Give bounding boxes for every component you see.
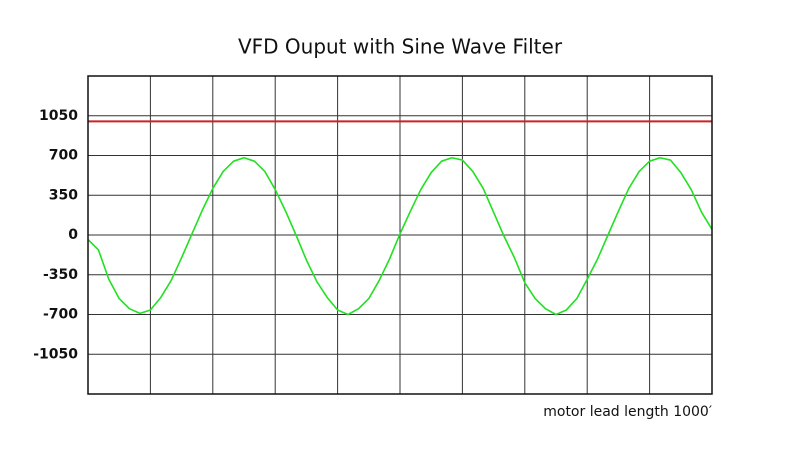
y-tick-label: -350 xyxy=(43,267,78,283)
y-tick-label: 350 xyxy=(49,187,78,203)
chart-title: VFD Ouput with Sine Wave Filter xyxy=(238,35,563,59)
y-tick-label: 0 xyxy=(68,227,78,243)
y-tick-label: 1050 xyxy=(39,108,78,124)
line-series xyxy=(87,156,713,316)
annotation: motor lead length 1000′ xyxy=(543,404,712,420)
y-tick-label: 700 xyxy=(49,148,78,164)
plot-border xyxy=(87,75,713,395)
y-tick-label: -700 xyxy=(43,307,78,323)
y-tick-label: -1050 xyxy=(33,346,78,362)
